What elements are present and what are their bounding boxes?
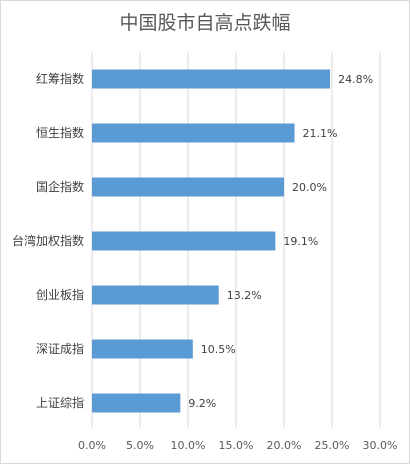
labels: 0.0% 5.0% 10.0% 15.0% 20.0% 25.0% 30.0% 红筹指数 24.… — [12, 71, 397, 452]
category-label: 深证成指 — [36, 341, 84, 356]
value-label: 21.1% — [303, 127, 338, 140]
x-tick-label: 0.0% — [78, 439, 106, 452]
bar-1 — [92, 123, 295, 143]
bars — [92, 69, 331, 413]
value-label: 9.2% — [188, 397, 216, 410]
value-label: 20.0% — [292, 181, 327, 194]
category-label: 创业板指 — [36, 287, 84, 302]
x-tick-label: 15.0% — [219, 439, 254, 452]
category-label: 台湾加权指数 — [12, 233, 84, 248]
category-label: 上证综指 — [36, 395, 84, 410]
bar-3 — [92, 231, 276, 251]
x-tick-label: 30.0% — [363, 439, 398, 452]
bar-4 — [92, 285, 219, 305]
category-label: 红筹指数 — [36, 71, 84, 86]
value-label: 10.5% — [201, 343, 236, 356]
bar-2 — [92, 177, 284, 197]
category-label: 国企指数 — [36, 179, 84, 194]
bar-6 — [92, 393, 181, 413]
value-label: 13.2% — [227, 289, 262, 302]
bar-5 — [92, 339, 193, 359]
x-tick-label: 25.0% — [315, 439, 350, 452]
category-label: 恒生指数 — [36, 125, 84, 140]
x-tick-label: 5.0% — [126, 439, 154, 452]
x-tick-label: 10.0% — [171, 439, 206, 452]
bar-0 — [92, 69, 331, 89]
chart-title: 中国股市自高点跌幅 — [119, 12, 291, 34]
value-label: 24.8% — [338, 73, 373, 86]
value-label: 19.1% — [283, 235, 318, 248]
x-tick-label: 20.0% — [267, 439, 302, 452]
